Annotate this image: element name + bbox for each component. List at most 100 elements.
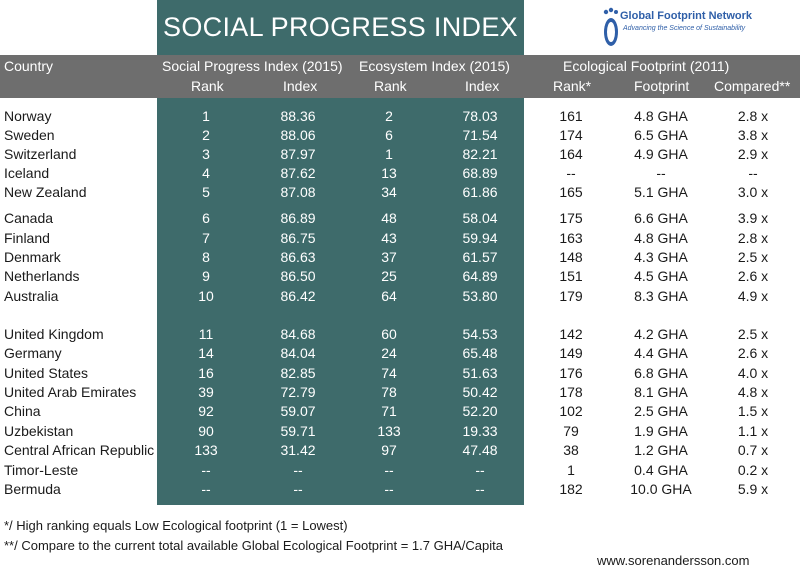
- header-eco-rank: Rank: [374, 78, 407, 94]
- header-spi-group: Social Progress Index (2015): [162, 58, 343, 74]
- cell-eco-index: 71.54: [462, 127, 498, 143]
- cell-spi-index: 86.50: [280, 268, 316, 284]
- cell-country: Bermuda: [4, 481, 61, 497]
- cell-spi-index: 87.62: [280, 165, 316, 181]
- cell-compared: 4.8 x: [737, 384, 769, 400]
- cell-eco-rank: 6: [385, 127, 393, 143]
- cell-ef-rank: 148: [559, 249, 583, 265]
- cell-footprint: --: [656, 165, 666, 181]
- cell-eco-rank: 25: [381, 268, 397, 284]
- cell-eco-rank: --: [384, 481, 394, 497]
- cell-eco-index: 51.63: [462, 365, 498, 381]
- cell-eco-index: 58.04: [462, 210, 498, 226]
- cell-ef-rank: 176: [559, 365, 583, 381]
- cell-eco-index: 59.94: [462, 230, 498, 246]
- cell-footprint: 1.9 GHA: [634, 423, 688, 439]
- cell-footprint: 0.4 GHA: [634, 462, 688, 478]
- cell-country: Iceland: [4, 165, 50, 181]
- cell-footprint: 4.4 GHA: [634, 345, 688, 361]
- header-ef-rank: Rank*: [553, 78, 592, 94]
- header-ef-compared: Compared**: [714, 78, 791, 94]
- cell-footprint: 6.6 GHA: [634, 210, 688, 226]
- cell-spi-index: 87.97: [280, 146, 316, 162]
- cell-eco-rank: 34: [381, 184, 397, 200]
- cell-spi-rank: 39: [198, 384, 214, 400]
- cell-eco-index: --: [475, 462, 485, 478]
- cell-country: Switzerland: [4, 146, 77, 162]
- cell-country: United Kingdom: [4, 326, 104, 342]
- cell-ef-rank: 1: [567, 462, 575, 478]
- cell-spi-index: 84.04: [280, 345, 316, 361]
- cell-country: Central African Republic: [4, 442, 155, 458]
- cell-footprint: 4.8 GHA: [634, 230, 688, 246]
- cell-footprint: 6.8 GHA: [634, 365, 688, 381]
- cell-spi-index: 59.07: [280, 403, 316, 419]
- cell-compared: 1.5 x: [737, 403, 769, 419]
- cell-eco-index: 52.20: [462, 403, 498, 419]
- cell-ef-rank: 175: [559, 210, 583, 226]
- cell-ef-rank: 142: [559, 326, 583, 342]
- logo-tagline: Advancing the Science of Sustainability: [623, 25, 746, 32]
- cell-spi-index: 86.75: [280, 230, 316, 246]
- cell-spi-index: 72.79: [280, 384, 316, 400]
- cell-country: Denmark: [4, 249, 61, 265]
- cell-footprint: 8.1 GHA: [634, 384, 688, 400]
- cell-spi-rank: 7: [202, 230, 210, 246]
- cell-compared: 2.9 x: [737, 146, 769, 162]
- footprint-icon: [603, 7, 618, 46]
- cell-footprint: 4.9 GHA: [634, 146, 688, 162]
- cell-footprint: 4.5 GHA: [634, 268, 688, 284]
- cell-footprint: 2.5 GHA: [634, 403, 688, 419]
- cell-eco-index: 19.33: [462, 423, 498, 439]
- cell-country: Uzbekistan: [4, 423, 74, 439]
- cell-ef-rank: 178: [559, 384, 583, 400]
- cell-country: Australia: [4, 288, 59, 304]
- cell-spi-rank: 14: [198, 345, 214, 361]
- cell-country: Netherlands: [4, 268, 80, 284]
- cell-compared: 2.8 x: [737, 108, 769, 124]
- cell-spi-rank: --: [201, 481, 211, 497]
- cell-ef-rank: 38: [563, 442, 579, 458]
- cell-spi-rank: 5: [202, 184, 210, 200]
- cell-footprint: 4.2 GHA: [634, 326, 688, 342]
- cell-spi-index: --: [293, 462, 303, 478]
- cell-compared: 2.6 x: [737, 268, 769, 284]
- cell-eco-index: 50.42: [462, 384, 498, 400]
- cell-compared: 3.0 x: [737, 184, 769, 200]
- cell-eco-rank: 1: [385, 146, 393, 162]
- cell-ef-rank: 165: [559, 184, 583, 200]
- footnote-1: */ High ranking equals Low Ecological fo…: [4, 518, 348, 533]
- cell-compared: 3.9 x: [737, 210, 769, 226]
- cell-spi-index: 86.63: [280, 249, 316, 265]
- page-title: SOCIAL PROGRESS INDEX: [163, 12, 518, 42]
- cell-compared: 2.5 x: [737, 326, 769, 342]
- cell-footprint: 6.5 GHA: [634, 127, 688, 143]
- cell-country: United Arab Emirates: [4, 384, 137, 400]
- cell-eco-rank: 37: [381, 249, 397, 265]
- cell-ef-rank: 161: [559, 108, 583, 124]
- website-url: www.sorenandersson.com: [597, 553, 750, 568]
- cell-ef-rank: 102: [559, 403, 583, 419]
- cell-compared: 0.2 x: [737, 462, 769, 478]
- cell-compared: 4.0 x: [737, 365, 769, 381]
- cell-compared: 1.1 x: [737, 423, 769, 439]
- cell-spi-rank: 8: [202, 249, 210, 265]
- cell-eco-rank: 43: [381, 230, 397, 246]
- cell-spi-rank: 4: [202, 165, 210, 181]
- cell-spi-rank: 92: [198, 403, 214, 419]
- cell-compared: 5.9 x: [737, 481, 769, 497]
- cell-spi-rank: 3: [202, 146, 210, 162]
- cell-ef-rank: 163: [559, 230, 583, 246]
- cell-spi-rank: 10: [198, 288, 214, 304]
- cell-country: Norway: [4, 108, 52, 124]
- cell-spi-rank: 133: [194, 442, 218, 458]
- cell-spi-index: 84.68: [280, 326, 316, 342]
- cell-country: New Zealand: [4, 184, 87, 200]
- cell-spi-rank: 16: [198, 365, 214, 381]
- cell-footprint: 10.0 GHA: [630, 481, 692, 497]
- header-eco-group: Ecosystem Index (2015): [359, 58, 510, 74]
- cell-ef-rank: 179: [559, 288, 583, 304]
- header-country: Country: [4, 58, 54, 74]
- cell-eco-index: 61.57: [462, 249, 498, 265]
- cell-footprint: 5.1 GHA: [634, 184, 688, 200]
